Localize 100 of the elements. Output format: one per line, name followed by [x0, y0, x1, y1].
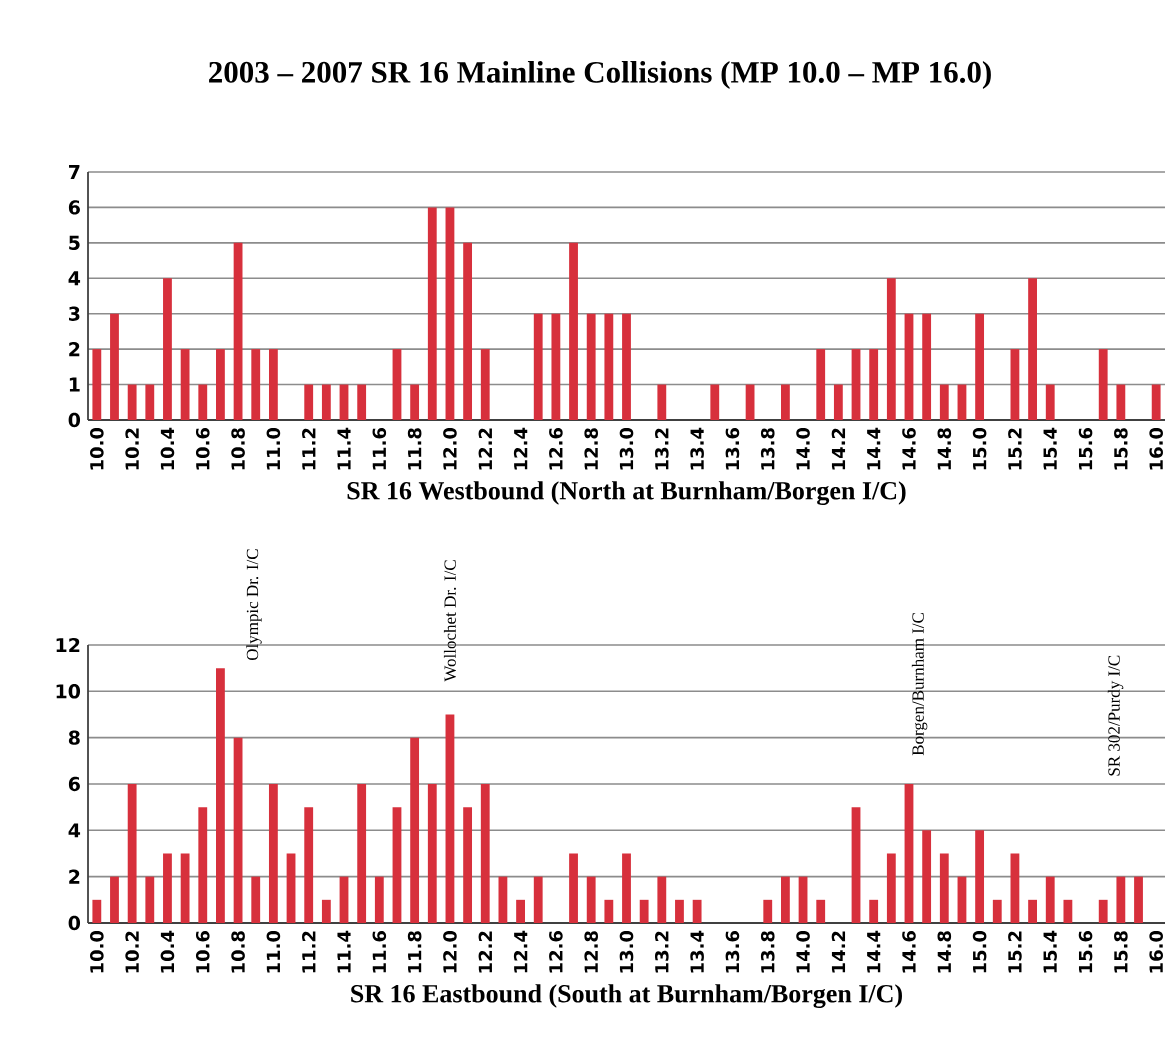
x-tick-label: 12.8 [584, 931, 598, 973]
bar [463, 807, 473, 923]
bar [639, 899, 649, 923]
y-tick-label: 0 [68, 412, 81, 428]
bar [127, 783, 137, 923]
x-tick-label: 10.2 [125, 931, 139, 973]
x-tick-label: 11.4 [337, 930, 351, 973]
annotation: SR 302/Purdy I/C [1107, 655, 1124, 776]
y-tick-label: 5 [69, 235, 80, 250]
x-tick-label: 15.4 [1043, 427, 1057, 470]
x-tick-label: 13.8 [760, 428, 775, 470]
bar [427, 783, 437, 923]
bar [163, 853, 172, 923]
bar [286, 853, 296, 923]
bar [939, 384, 949, 420]
bar [904, 783, 914, 923]
x-tick-label: 15.4 [1043, 930, 1057, 973]
bar [851, 349, 861, 420]
x-tick-label: 14.4 [867, 930, 881, 973]
x-tick-label: 11.8 [407, 428, 422, 470]
bar [1116, 384, 1126, 420]
bar [780, 876, 790, 923]
y-tick-label: 7 [69, 165, 80, 179]
bar [922, 313, 932, 420]
bar [675, 899, 684, 923]
bar [198, 807, 208, 923]
bar [516, 899, 525, 923]
x-tick-label: 10.6 [195, 930, 210, 973]
bar [216, 668, 225, 923]
bar [268, 349, 278, 420]
bar [463, 242, 473, 420]
bar [586, 313, 596, 420]
bar [657, 876, 667, 923]
x-tick-label: 12.4 [513, 427, 528, 470]
bar [604, 899, 614, 923]
bar [622, 313, 631, 420]
bar [410, 384, 420, 420]
bar [1045, 876, 1055, 923]
annotation: Wollochet Dr. I/C [443, 560, 456, 682]
x-tick-label: 11.2 [302, 428, 316, 470]
bar [1028, 278, 1037, 420]
bar [180, 349, 190, 420]
bar [304, 384, 314, 420]
bar [480, 783, 490, 923]
bar [816, 349, 826, 420]
bar [427, 207, 437, 420]
x-tick-label: 12.0 [443, 930, 457, 973]
x-tick-label: 10.4 [160, 427, 175, 470]
bar [233, 242, 243, 420]
bar [1063, 899, 1073, 923]
bar [198, 384, 208, 420]
bar [1010, 853, 1020, 923]
bar [445, 207, 455, 420]
bar [357, 384, 367, 420]
x-tick-label: 15.8 [1114, 428, 1128, 470]
bar [180, 853, 190, 923]
bar [268, 783, 278, 923]
bar [975, 313, 985, 420]
x-tick-label: 15.0 [972, 427, 987, 470]
bar [92, 899, 102, 923]
y-tick-label: 2 [69, 869, 80, 884]
x-tick-label: 13.8 [760, 931, 775, 973]
bar [1028, 899, 1037, 923]
bar [92, 349, 102, 420]
bar [110, 876, 119, 923]
x-axis-title: SR 16 Eastbound (South at Burnham/Borgen I/C) [351, 984, 902, 1008]
bar [763, 899, 773, 923]
x-tick-label: 10.8 [231, 428, 245, 470]
x-tick-label: 14.8 [937, 931, 952, 973]
bar [798, 876, 808, 923]
y-tick-label: 6 [68, 776, 80, 792]
y-tick-label: 2 [69, 342, 80, 357]
x-tick-label: 13.0 [619, 930, 634, 973]
bar [392, 349, 402, 420]
bar [622, 853, 631, 923]
bar [392, 807, 402, 923]
x-tick-label: 10.0 [90, 427, 104, 470]
bar [604, 313, 614, 420]
bar [445, 714, 455, 923]
x-tick-label: 14.6 [902, 427, 916, 470]
x-tick-label: 10.0 [90, 930, 104, 973]
x-axis-title: SR 16 Westbound (North at Burnham/Borgen I/C) [347, 481, 906, 505]
x-tick-label: 11.2 [302, 931, 316, 973]
x-tick-label: 13.0 [619, 427, 634, 470]
x-tick-label: 11.0 [266, 427, 281, 470]
x-tick-label: 16.0 [1149, 930, 1163, 973]
bar [163, 278, 172, 420]
x-tick-label: 13.6 [725, 427, 740, 470]
bar [410, 737, 420, 923]
bar [339, 876, 349, 923]
bar [145, 876, 155, 923]
bar [569, 853, 578, 923]
x-tick-label: 14.6 [902, 930, 916, 973]
bar [657, 384, 667, 420]
x-tick-label: 11.6 [372, 930, 387, 973]
chart-title: 2003 – 2007 SR 16 Mainline Collisions (MP 10.0 – MP 16.0) [209, 60, 991, 90]
x-tick-label: 10.8 [231, 931, 245, 973]
x-tick-label: 12.2 [478, 931, 492, 973]
bar [833, 384, 843, 420]
bar [922, 830, 932, 923]
